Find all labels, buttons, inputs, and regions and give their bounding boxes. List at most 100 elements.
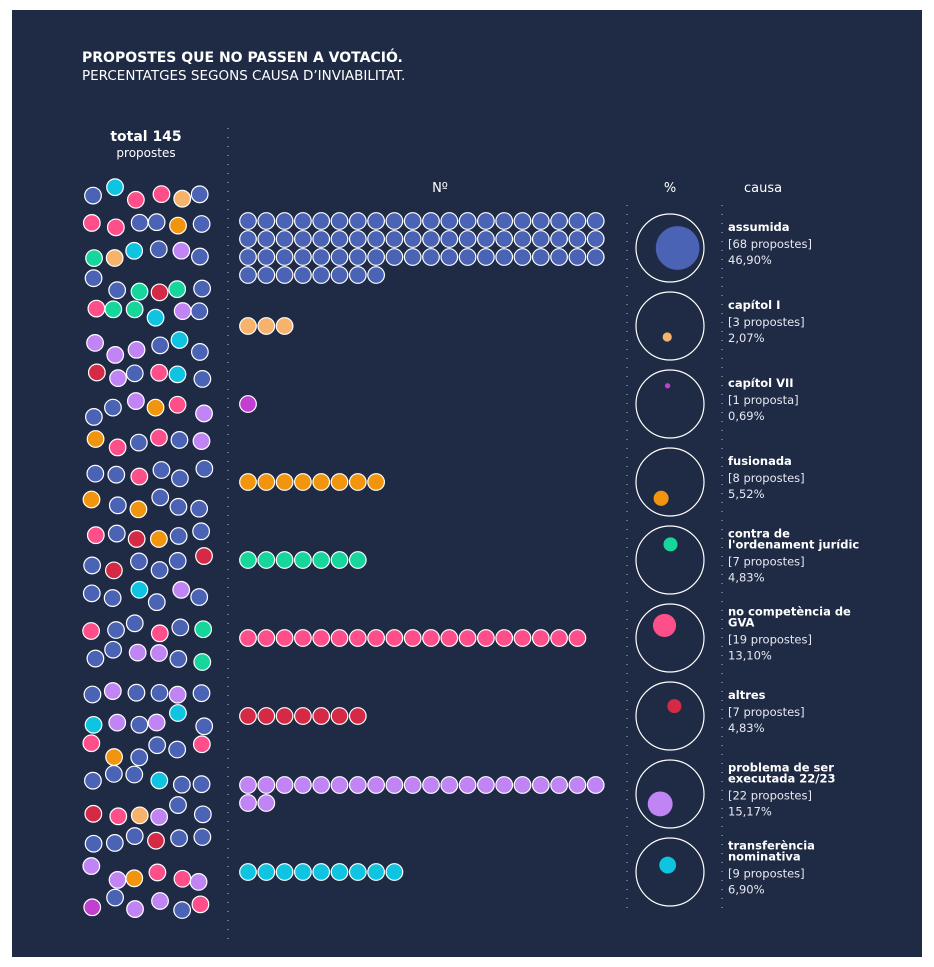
- count-dot: [403, 776, 422, 794]
- count-dot: [477, 776, 495, 794]
- count-dot: [495, 212, 514, 230]
- count-dot: [348, 707, 367, 725]
- count-dot: [477, 629, 495, 647]
- cause-name: capítol VII: [728, 376, 794, 390]
- proposal-dot: [150, 624, 169, 643]
- proposal-dot: [146, 398, 165, 417]
- count-dot: [330, 230, 349, 248]
- count-dot: [275, 776, 294, 794]
- cause-label: capítol VII [1 proposta] 0,69%: [728, 376, 862, 424]
- count-dot: [495, 230, 514, 248]
- count-dot: [348, 248, 367, 266]
- percent-label: 2,07%: [728, 331, 765, 345]
- proposal-dot: [193, 805, 212, 824]
- cause-label: problema de ser executada 22/23 [22 propo…: [728, 762, 862, 820]
- proposal-dot: [193, 653, 212, 671]
- cause-label: transferència nominativa [9 propostes] 6,9…: [728, 840, 862, 898]
- proposal-dot: [150, 561, 169, 579]
- count-dot: [330, 863, 349, 881]
- count-dot: [294, 707, 312, 725]
- count-dot: [367, 629, 386, 647]
- proposal-dot: [152, 461, 171, 479]
- count-dot: [294, 230, 312, 248]
- count-dot: [495, 629, 514, 647]
- count-dot: [275, 473, 294, 491]
- proposal-dot: [104, 640, 123, 659]
- count-dot: [330, 776, 349, 794]
- count-dot: [458, 776, 477, 794]
- count-dot: [586, 776, 605, 794]
- count-dot: [330, 473, 349, 491]
- panel: [12, 10, 922, 957]
- proposal-dot: [84, 715, 103, 734]
- proposal-dot: [104, 300, 123, 319]
- proposal-dot: [151, 488, 170, 507]
- proposal-dot: [189, 872, 208, 891]
- proposal-dot: [150, 428, 168, 447]
- proposal-dot: [190, 499, 209, 518]
- count-dot: [458, 629, 477, 647]
- proposal-dot: [125, 614, 144, 633]
- count-dot: [294, 248, 312, 266]
- percent-circle: [653, 490, 669, 506]
- count-dot: [330, 707, 349, 725]
- proposal-dot: [151, 892, 169, 910]
- count-dot: [239, 230, 257, 248]
- count-dot: [385, 629, 404, 647]
- count-dot: [385, 248, 404, 266]
- count-dot: [239, 776, 257, 794]
- proposal-dot: [169, 216, 187, 235]
- count-dot: [348, 776, 367, 794]
- proposal-dot: [103, 682, 122, 700]
- proposal-dot: [128, 643, 147, 662]
- cause-label: fusionada [8 propostes] 5,52%: [728, 455, 862, 502]
- proposal-dot: [84, 771, 102, 790]
- percent-label: 5,52%: [728, 487, 765, 501]
- count-dot: [385, 863, 404, 881]
- percent-outline: [635, 213, 705, 283]
- count-dot: [312, 707, 331, 725]
- count-dot: [312, 212, 331, 230]
- proposal-dot: [109, 807, 128, 826]
- count-dot: [367, 212, 386, 230]
- count-dot: [477, 248, 495, 266]
- count-dot: [312, 776, 331, 794]
- proposal-dot: [173, 901, 192, 919]
- count-dot: [348, 212, 367, 230]
- count-dot: [440, 248, 459, 266]
- proposal-dot: [106, 218, 125, 237]
- count-dot: [257, 473, 276, 491]
- count-dot: [294, 473, 312, 491]
- proposal-dot: [150, 771, 169, 790]
- percent-outline: [635, 837, 705, 907]
- count-dot: [422, 212, 440, 230]
- count-dot: [586, 248, 605, 266]
- count-dot: [477, 212, 495, 230]
- proposal-dot: [85, 249, 103, 268]
- count-dot: [348, 551, 367, 569]
- count-dot: [568, 230, 587, 248]
- count-dot: [239, 551, 257, 569]
- count-dot: [348, 629, 367, 647]
- proposal-dot: [125, 827, 144, 845]
- count-dot: [440, 212, 459, 230]
- proposal-dot: [126, 900, 144, 918]
- count-dot: [531, 776, 550, 794]
- proposal-dot: [83, 898, 102, 917]
- percent-label: 13,10%: [728, 648, 772, 663]
- proposal-dot: [130, 715, 149, 734]
- count-dot: [330, 266, 349, 284]
- count-dot: [348, 863, 367, 881]
- count-dot: [239, 863, 257, 881]
- proposal-dot: [84, 269, 103, 288]
- proposal-dot: [169, 497, 188, 516]
- count-dot: [239, 266, 257, 284]
- proposal-dot: [82, 734, 101, 753]
- count-dot: [458, 212, 477, 230]
- count-dot: [422, 230, 440, 248]
- count-dot: [239, 212, 257, 230]
- proposal-dot: [193, 369, 212, 388]
- proposal-dot: [106, 346, 125, 364]
- proposal-dot: [195, 459, 214, 478]
